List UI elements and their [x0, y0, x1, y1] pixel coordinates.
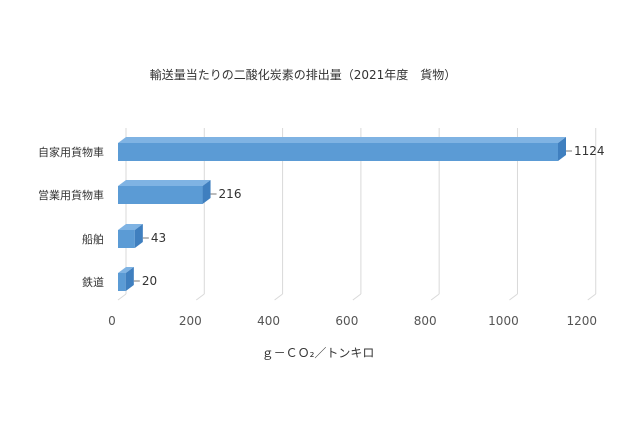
data-label: 1124 — [574, 144, 605, 158]
x-tick-label: 200 — [179, 314, 202, 328]
category-label: 営業用貨物車 — [38, 188, 104, 202]
bar-side-face — [134, 224, 143, 248]
x-tick-labels: 0 200 400 600 800 1000 1200 — [108, 314, 597, 328]
gridline-floor — [509, 293, 518, 301]
bar-side-face — [558, 137, 566, 161]
bar — [118, 143, 558, 161]
x-tick-label: 400 — [257, 314, 280, 328]
bar-top-face — [118, 180, 211, 186]
bar-side-face — [202, 180, 211, 204]
gridline-floor — [117, 293, 127, 301]
bar-top-face — [118, 137, 566, 143]
gridline-floor — [430, 293, 440, 301]
x-tick-label: 600 — [335, 314, 358, 328]
data-label: 20 — [142, 274, 157, 288]
gridline-floor — [195, 293, 205, 301]
bars — [118, 137, 566, 291]
bar — [118, 273, 126, 291]
x-tick-label: 1000 — [488, 314, 519, 328]
category-label: 船舶 — [82, 232, 104, 246]
bar-top-face — [118, 224, 143, 230]
category-label: 自家用貨物車 — [38, 145, 104, 159]
bar-top-face — [118, 267, 134, 273]
x-tick-label: 800 — [414, 314, 437, 328]
gridline-floor — [274, 293, 283, 301]
bar — [118, 186, 203, 204]
data-label: 43 — [151, 231, 166, 245]
gridline-floor — [587, 293, 597, 301]
data-labels: 1124 216 43 20 — [133, 144, 605, 288]
x-tick-label: 1200 — [566, 314, 597, 328]
bar — [118, 230, 135, 248]
chart-title: 輸送量当たりの二酸化炭素の排出量（2021年度 貨物） — [150, 67, 457, 82]
x-axis-label: ｇ－ＣＯ₂／トンキロ — [262, 346, 375, 360]
bar-side-face — [125, 267, 134, 291]
gridline-floor — [352, 293, 362, 301]
category-label: 鉄道 — [82, 275, 104, 289]
data-label: 216 — [219, 187, 242, 201]
x-tick-label: 0 — [108, 314, 116, 328]
